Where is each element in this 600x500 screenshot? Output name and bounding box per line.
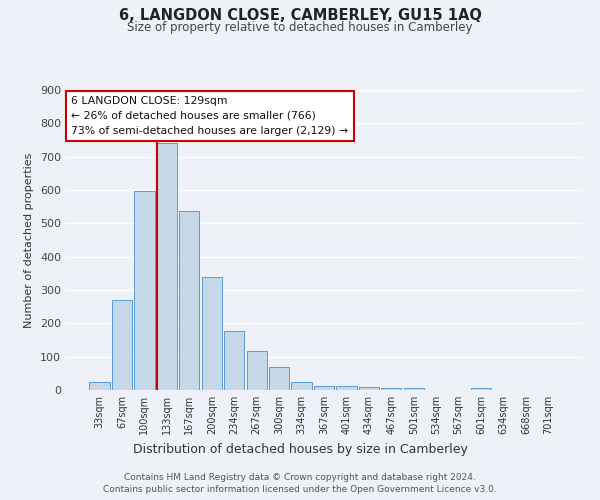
Text: Distribution of detached houses by size in Camberley: Distribution of detached houses by size …	[133, 442, 467, 456]
Bar	[337, 386, 356, 390]
Bar	[157, 144, 177, 390]
Text: 6, LANGDON CLOSE, CAMBERLEY, GU15 1AQ: 6, LANGDON CLOSE, CAMBERLEY, GU15 1AQ	[119, 8, 481, 22]
Bar	[359, 388, 379, 390]
Bar	[224, 330, 244, 390]
Text: Size of property relative to detached houses in Camberley: Size of property relative to detached ho…	[127, 21, 473, 34]
Bar	[202, 278, 222, 390]
Bar	[134, 190, 155, 390]
Bar	[292, 382, 311, 390]
Bar	[314, 386, 334, 390]
Bar	[381, 388, 401, 390]
Bar	[471, 388, 491, 390]
Bar	[179, 211, 199, 390]
Text: 6 LANGDON CLOSE: 129sqm
← 26% of detached houses are smaller (766)
73% of semi-d: 6 LANGDON CLOSE: 129sqm ← 26% of detache…	[71, 96, 348, 136]
Bar	[269, 368, 289, 390]
Text: Contains HM Land Registry data © Crown copyright and database right 2024.: Contains HM Land Registry data © Crown c…	[124, 472, 476, 482]
Y-axis label: Number of detached properties: Number of detached properties	[25, 152, 34, 328]
Bar	[112, 300, 132, 390]
Bar	[404, 388, 424, 390]
Bar	[89, 382, 110, 390]
Bar	[247, 350, 267, 390]
Text: Contains public sector information licensed under the Open Government Licence v3: Contains public sector information licen…	[103, 485, 497, 494]
